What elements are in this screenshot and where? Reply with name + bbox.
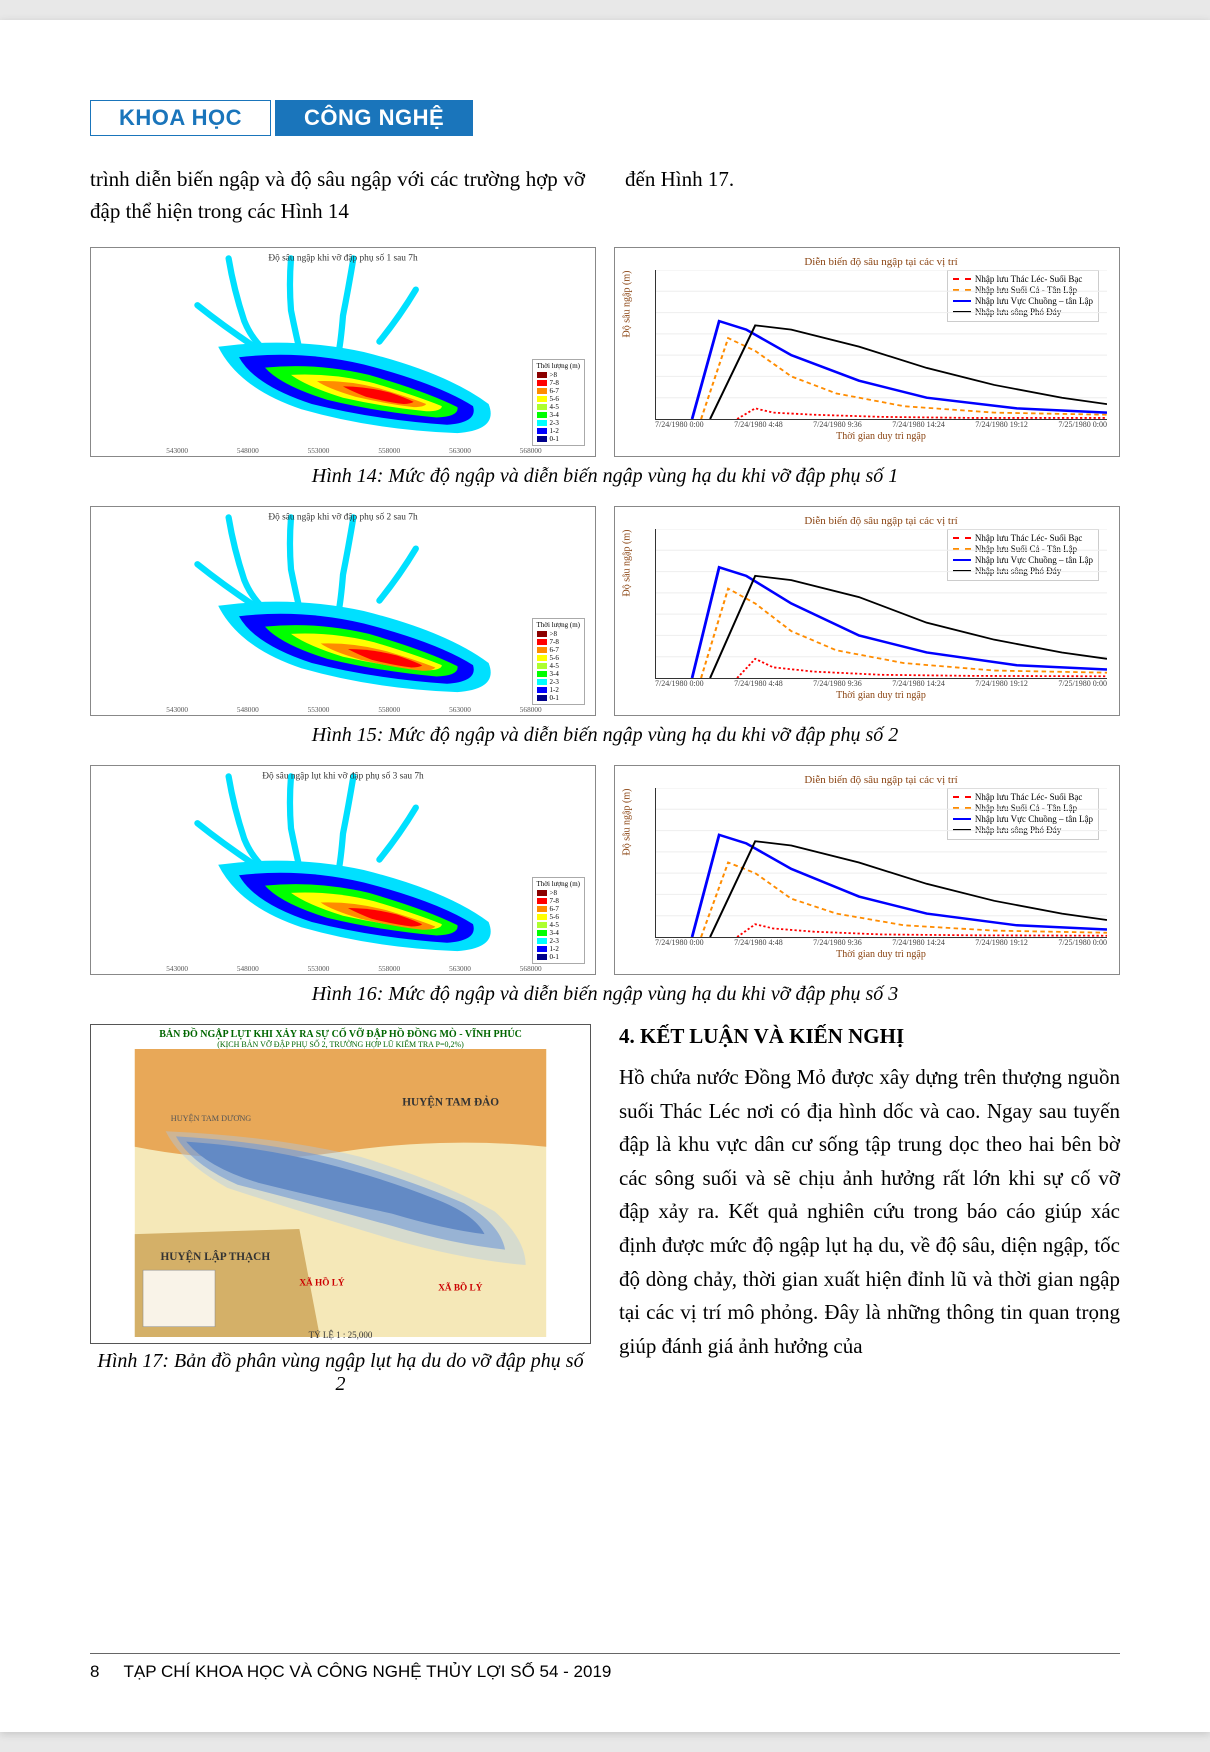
chart-x-label: Thời gian duy trì ngập <box>655 431 1107 442</box>
chart-x-ticks: 7/24/1980 0:007/24/1980 4:487/24/1980 9:… <box>655 679 1107 688</box>
depth-time-chart: Diễn biến độ sâu ngập tại các vị trí Độ s… <box>614 247 1120 457</box>
banner-right: CÔNG NGHỆ <box>275 100 473 136</box>
chart-y-label: Độ sâu ngập (m) <box>622 530 633 597</box>
svg-text:568000: 568000 <box>520 447 542 455</box>
section-4-heading: 4. KẾT LUẬN VÀ KIẾN NGHỊ <box>619 1024 1120 1049</box>
map17-title: BẢN ĐỒ NGẬP LỤT KHI XẢY RA SỰ CỐ VỠ ĐẬP … <box>91 1025 590 1040</box>
svg-text:Độ sâu ngập khi vỡ đập phụ số: Độ sâu ngập khi vỡ đập phụ số 1 sau 7h <box>268 252 418 263</box>
chart-cell: Diễn biến độ sâu ngập tại các vị trí Độ s… <box>614 506 1120 716</box>
map17-svg: HUYỆN TAM ĐẢO HUYỆN LẬP THẠCH HUYỆN TAM … <box>91 1049 590 1337</box>
svg-text:563000: 563000 <box>449 706 471 714</box>
map17-panel: BẢN ĐỒ NGẬP LỤT KHI XẢY RA SỰ CỐ VỠ ĐẬP … <box>90 1024 591 1344</box>
bottom-section: BẢN ĐỒ NGẬP LỤT KHI XẢY RA SỰ CỐ VỠ ĐẬP … <box>90 1024 1120 1414</box>
flood-map: Độ sâu ngập lụt khi vỡ đập phụ số 3 sau … <box>90 765 596 975</box>
page-number: 8 <box>90 1662 99 1682</box>
chart-x-label: Thời gian duy trì ngập <box>655 690 1107 701</box>
flood-map: Độ sâu ngập khi vỡ đập phụ số 2 sau 7h 54… <box>90 506 596 716</box>
svg-text:548000: 548000 <box>237 706 259 714</box>
page-footer: 8 TẠP CHÍ KHOA HỌC VÀ CÔNG NGHỆ THỦY LỢI… <box>90 1653 1120 1682</box>
svg-text:553000: 553000 <box>308 706 330 714</box>
chart-x-label: Thời gian duy trì ngập <box>655 949 1107 960</box>
figure-17-column: BẢN ĐỒ NGẬP LỤT KHI XẢY RA SỰ CỐ VỠ ĐẬP … <box>90 1024 591 1414</box>
svg-text:568000: 568000 <box>520 706 542 714</box>
figure-row-15: Độ sâu ngập khi vỡ đập phụ số 2 sau 7h 54… <box>90 506 1120 716</box>
depth-time-chart: Diễn biến độ sâu ngập tại các vị trí Độ s… <box>614 765 1120 975</box>
flood-map: Độ sâu ngập khi vỡ đập phụ số 1 sau 7h 54… <box>90 247 596 457</box>
label-tam-dao: HUYỆN TAM ĐẢO <box>402 1096 499 1109</box>
svg-text:543000: 543000 <box>166 965 188 973</box>
chart-title: Diễn biến độ sâu ngập tại các vị trí <box>655 515 1107 527</box>
depth-legend: Thời lượng (m)>87-86-75-64-53-42-31-20-1 <box>532 877 585 964</box>
figure-caption: Hình 14: Mức độ ngập và diễn biến ngập v… <box>90 465 1120 488</box>
map-cell: Độ sâu ngập khi vỡ đập phụ số 1 sau 7h 54… <box>90 247 596 457</box>
svg-text:563000: 563000 <box>449 447 471 455</box>
section-4-column: 4. KẾT LUẬN VÀ KIẾN NGHỊ Hồ chứa nước Đồ… <box>619 1024 1120 1414</box>
svg-text:Độ sâu ngập khi vỡ đập phụ số: Độ sâu ngập khi vỡ đập phụ số 2 sau 7h <box>268 511 418 522</box>
intro-right: đến Hình 17. <box>625 164 1120 227</box>
chart-plot-area <box>655 270 1107 420</box>
label-tam-duong: HUYỆN TAM DƯƠNG <box>171 1113 252 1123</box>
map17-scale: TỶ LỆ 1 : 25,000 <box>91 1330 590 1340</box>
map-cell: Độ sâu ngập khi vỡ đập phụ số 2 sau 7h 54… <box>90 506 596 716</box>
depth-time-chart: Diễn biến độ sâu ngập tại các vị trí Độ s… <box>614 506 1120 716</box>
label-lap-thach: HUYỆN LẬP THẠCH <box>161 1250 271 1263</box>
figure-caption: Hình 16: Mức độ ngập và diễn biến ngập v… <box>90 983 1120 1006</box>
svg-text:563000: 563000 <box>449 965 471 973</box>
svg-text:553000: 553000 <box>308 965 330 973</box>
svg-text:548000: 548000 <box>237 965 259 973</box>
chart-plot-area <box>655 788 1107 938</box>
svg-text:558000: 558000 <box>378 706 400 714</box>
page: KHOA HỌC CÔNG NGHỆ trình diễn biến ngập … <box>0 20 1210 1732</box>
chart-plot-area <box>655 529 1107 679</box>
figure-caption: Hình 15: Mức độ ngập và diễn biến ngập v… <box>90 724 1120 747</box>
chart-cell: Diễn biến độ sâu ngập tại các vị trí Độ s… <box>614 247 1120 457</box>
label-bo-ly: XÃ BỒ LÝ <box>438 1283 483 1294</box>
svg-text:543000: 543000 <box>166 706 188 714</box>
figure17-caption: Hình 17: Bản đồ phân vùng ngập lụt hạ du… <box>90 1350 591 1396</box>
svg-text:548000: 548000 <box>237 447 259 455</box>
section-4-body: Hồ chứa nước Đồng Mỏ được xây dựng trên … <box>619 1061 1120 1363</box>
intro-text-row: trình diễn biến ngập và độ sâu ngập với … <box>90 164 1120 227</box>
chart-x-ticks: 7/24/1980 0:007/24/1980 4:487/24/1980 9:… <box>655 938 1107 947</box>
figure-row-16: Độ sâu ngập lụt khi vỡ đập phụ số 3 sau … <box>90 765 1120 975</box>
svg-text:558000: 558000 <box>378 447 400 455</box>
chart-title: Diễn biến độ sâu ngập tại các vị trí <box>655 774 1107 786</box>
figure-row-14: Độ sâu ngập khi vỡ đập phụ số 1 sau 7h 54… <box>90 247 1120 457</box>
header-banner: KHOA HỌC CÔNG NGHỆ <box>90 100 1120 136</box>
map-cell: Độ sâu ngập lụt khi vỡ đập phụ số 3 sau … <box>90 765 596 975</box>
svg-text:553000: 553000 <box>308 447 330 455</box>
map17-subtitle: (KỊCH BẢN VỠ ĐẬP PHỤ SỐ 2, TRƯỜNG HỢP LŨ… <box>91 1040 590 1049</box>
label-ho-ly: XÃ HỒ LÝ <box>299 1278 345 1289</box>
journal-name: TẠP CHÍ KHOA HỌC VÀ CÔNG NGHỆ THỦY LỢI S… <box>123 1662 611 1682</box>
banner-left: KHOA HỌC <box>90 100 271 136</box>
svg-text:568000: 568000 <box>520 965 542 973</box>
svg-text:543000: 543000 <box>166 447 188 455</box>
chart-title: Diễn biến độ sâu ngập tại các vị trí <box>655 256 1107 268</box>
chart-x-ticks: 7/24/1980 0:007/24/1980 4:487/24/1980 9:… <box>655 420 1107 429</box>
chart-cell: Diễn biến độ sâu ngập tại các vị trí Độ s… <box>614 765 1120 975</box>
chart-y-label: Độ sâu ngập (m) <box>622 789 633 856</box>
chart-y-label: Độ sâu ngập (m) <box>622 271 633 338</box>
svg-text:Độ sâu ngập lụt khi vỡ đập phụ: Độ sâu ngập lụt khi vỡ đập phụ số 3 sau … <box>262 770 424 781</box>
intro-left: trình diễn biến ngập và độ sâu ngập với … <box>90 164 585 227</box>
depth-legend: Thời lượng (m)>87-86-75-64-53-42-31-20-1 <box>532 359 585 446</box>
svg-text:558000: 558000 <box>378 965 400 973</box>
depth-legend: Thời lượng (m)>87-86-75-64-53-42-31-20-1 <box>532 618 585 705</box>
figures-container: Độ sâu ngập khi vỡ đập phụ số 1 sau 7h 54… <box>90 247 1120 1006</box>
